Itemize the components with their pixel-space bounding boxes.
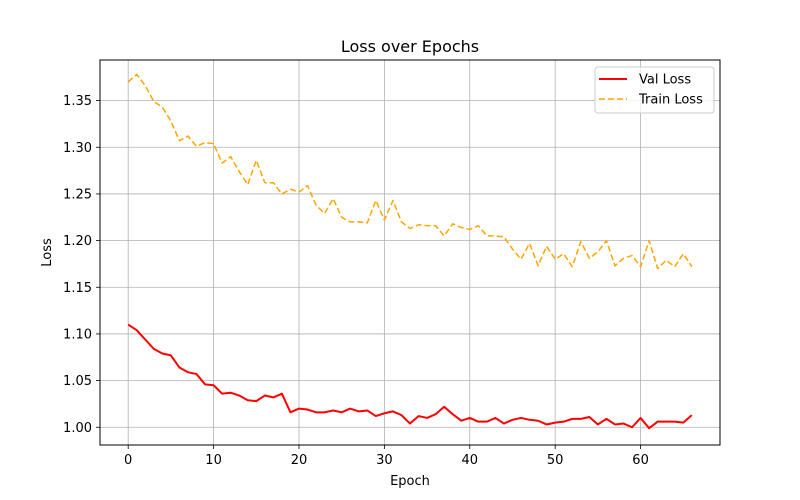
plot-frame [99,59,721,446]
legend-label: Train Loss [638,93,703,108]
y-tick-label: 1.30 [63,141,92,156]
y-tick-label: 1.35 [63,94,92,109]
legend: Val Loss Train Loss [594,66,715,114]
y-tick-label: 1.20 [63,234,92,249]
legend-label: Val Loss [639,73,691,88]
y-axis-label: Loss [40,238,55,267]
x-tick-label: 20 [291,453,308,468]
x-tick-label: 30 [376,453,393,468]
grid [100,60,720,445]
plot-lines [127,73,693,430]
x-tick-label: 0 [124,453,132,468]
x-tick-label: 40 [462,453,479,468]
y-tick-label: 1.15 [63,281,92,296]
x-tick-label: 10 [205,453,222,468]
x-axis-label: Epoch [390,474,430,489]
axis-ticks: 0 10 20 30 40 50 60 1.00 1.05 1.10 1.15 1.20 1.25 1.3… [63,94,649,468]
series-line-train-loss [127,73,693,270]
chart-title: Loss over Epochs [341,37,479,56]
x-tick-label: 50 [547,453,564,468]
y-tick-label: 1.10 [63,327,92,342]
y-tick-label: 1.05 [63,374,92,389]
x-tick-label: 60 [632,453,649,468]
series-line-val-loss [127,323,693,430]
y-tick-label: 1.25 [63,187,92,202]
y-tick-label: 1.00 [63,421,92,436]
